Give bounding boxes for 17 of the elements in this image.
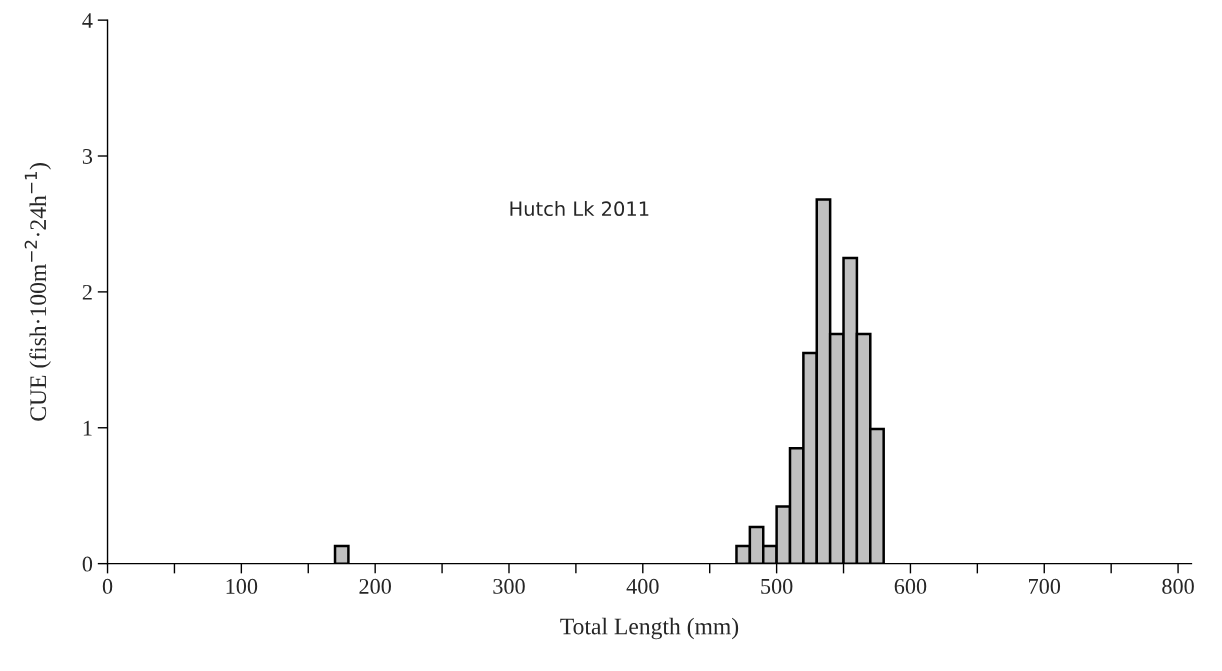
annotation: Hutch Lk 2011 <box>510 201 649 217</box>
x-tick-label: 200 <box>359 578 391 594</box>
x-tick-label: 400 <box>626 578 659 594</box>
x-tick-label: 100 <box>226 578 258 594</box>
y-tick-label: 0 <box>82 556 93 572</box>
x-tick-label: 500 <box>761 578 793 594</box>
y-tick-label: 1 <box>83 420 92 436</box>
x-tick-label: 800 <box>1162 578 1194 594</box>
y-tick-label: 2 <box>82 284 92 300</box>
y-axis-title: CUE (fish·100m$^{−2}$·24h$^{−1}$) <box>24 163 51 421</box>
y-tick-label: 4 <box>82 13 93 28</box>
x-tick-label: 600 <box>894 578 927 594</box>
x-tick-label: 700 <box>1029 578 1061 594</box>
x-tick-label: 300 <box>493 578 525 594</box>
y-tick-label: 3 <box>82 149 93 164</box>
x-axis-title: Total Length (mm) <box>560 617 739 640</box>
x-tick-label: 0 <box>102 578 113 594</box>
